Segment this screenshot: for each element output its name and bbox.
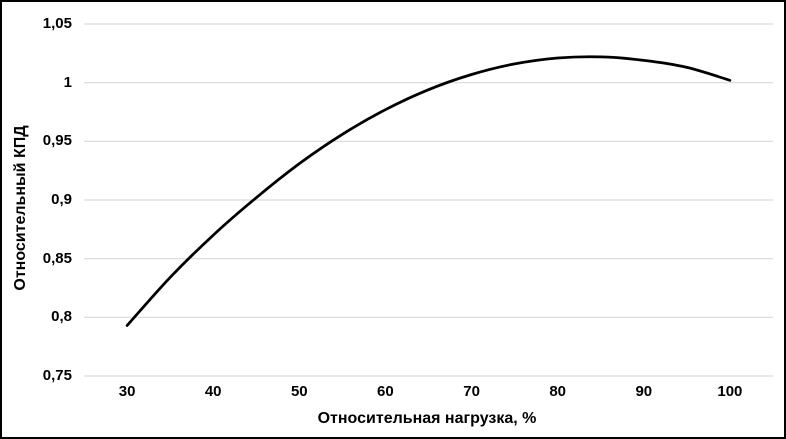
x-axis-title: Относительная нагрузка, % [317,410,537,427]
x-tick-label: 50 [290,383,308,400]
x-tick-label: 60 [377,383,394,400]
x-tick-label: 30 [118,383,136,400]
x-tick-label: 80 [549,383,567,400]
y-tick-label: 0,75 [42,367,72,385]
y-tick-label: 1 [63,73,72,91]
x-tick-label: 40 [204,383,222,400]
efficiency-curve [125,55,732,327]
y-tick-label: 1,05 [42,15,72,33]
y-tick-label: 0,8 [51,308,72,326]
y-tick-label: 0,95 [42,132,72,150]
y-tick-label: 0,9 [51,191,72,209]
y-axis-title: Относительный КПД [12,125,29,291]
y-tick-label: 0,85 [42,249,72,267]
x-tick-label: 70 [463,383,480,400]
x-tick-label: 100 [717,383,743,400]
x-tick-label: 90 [635,383,653,400]
